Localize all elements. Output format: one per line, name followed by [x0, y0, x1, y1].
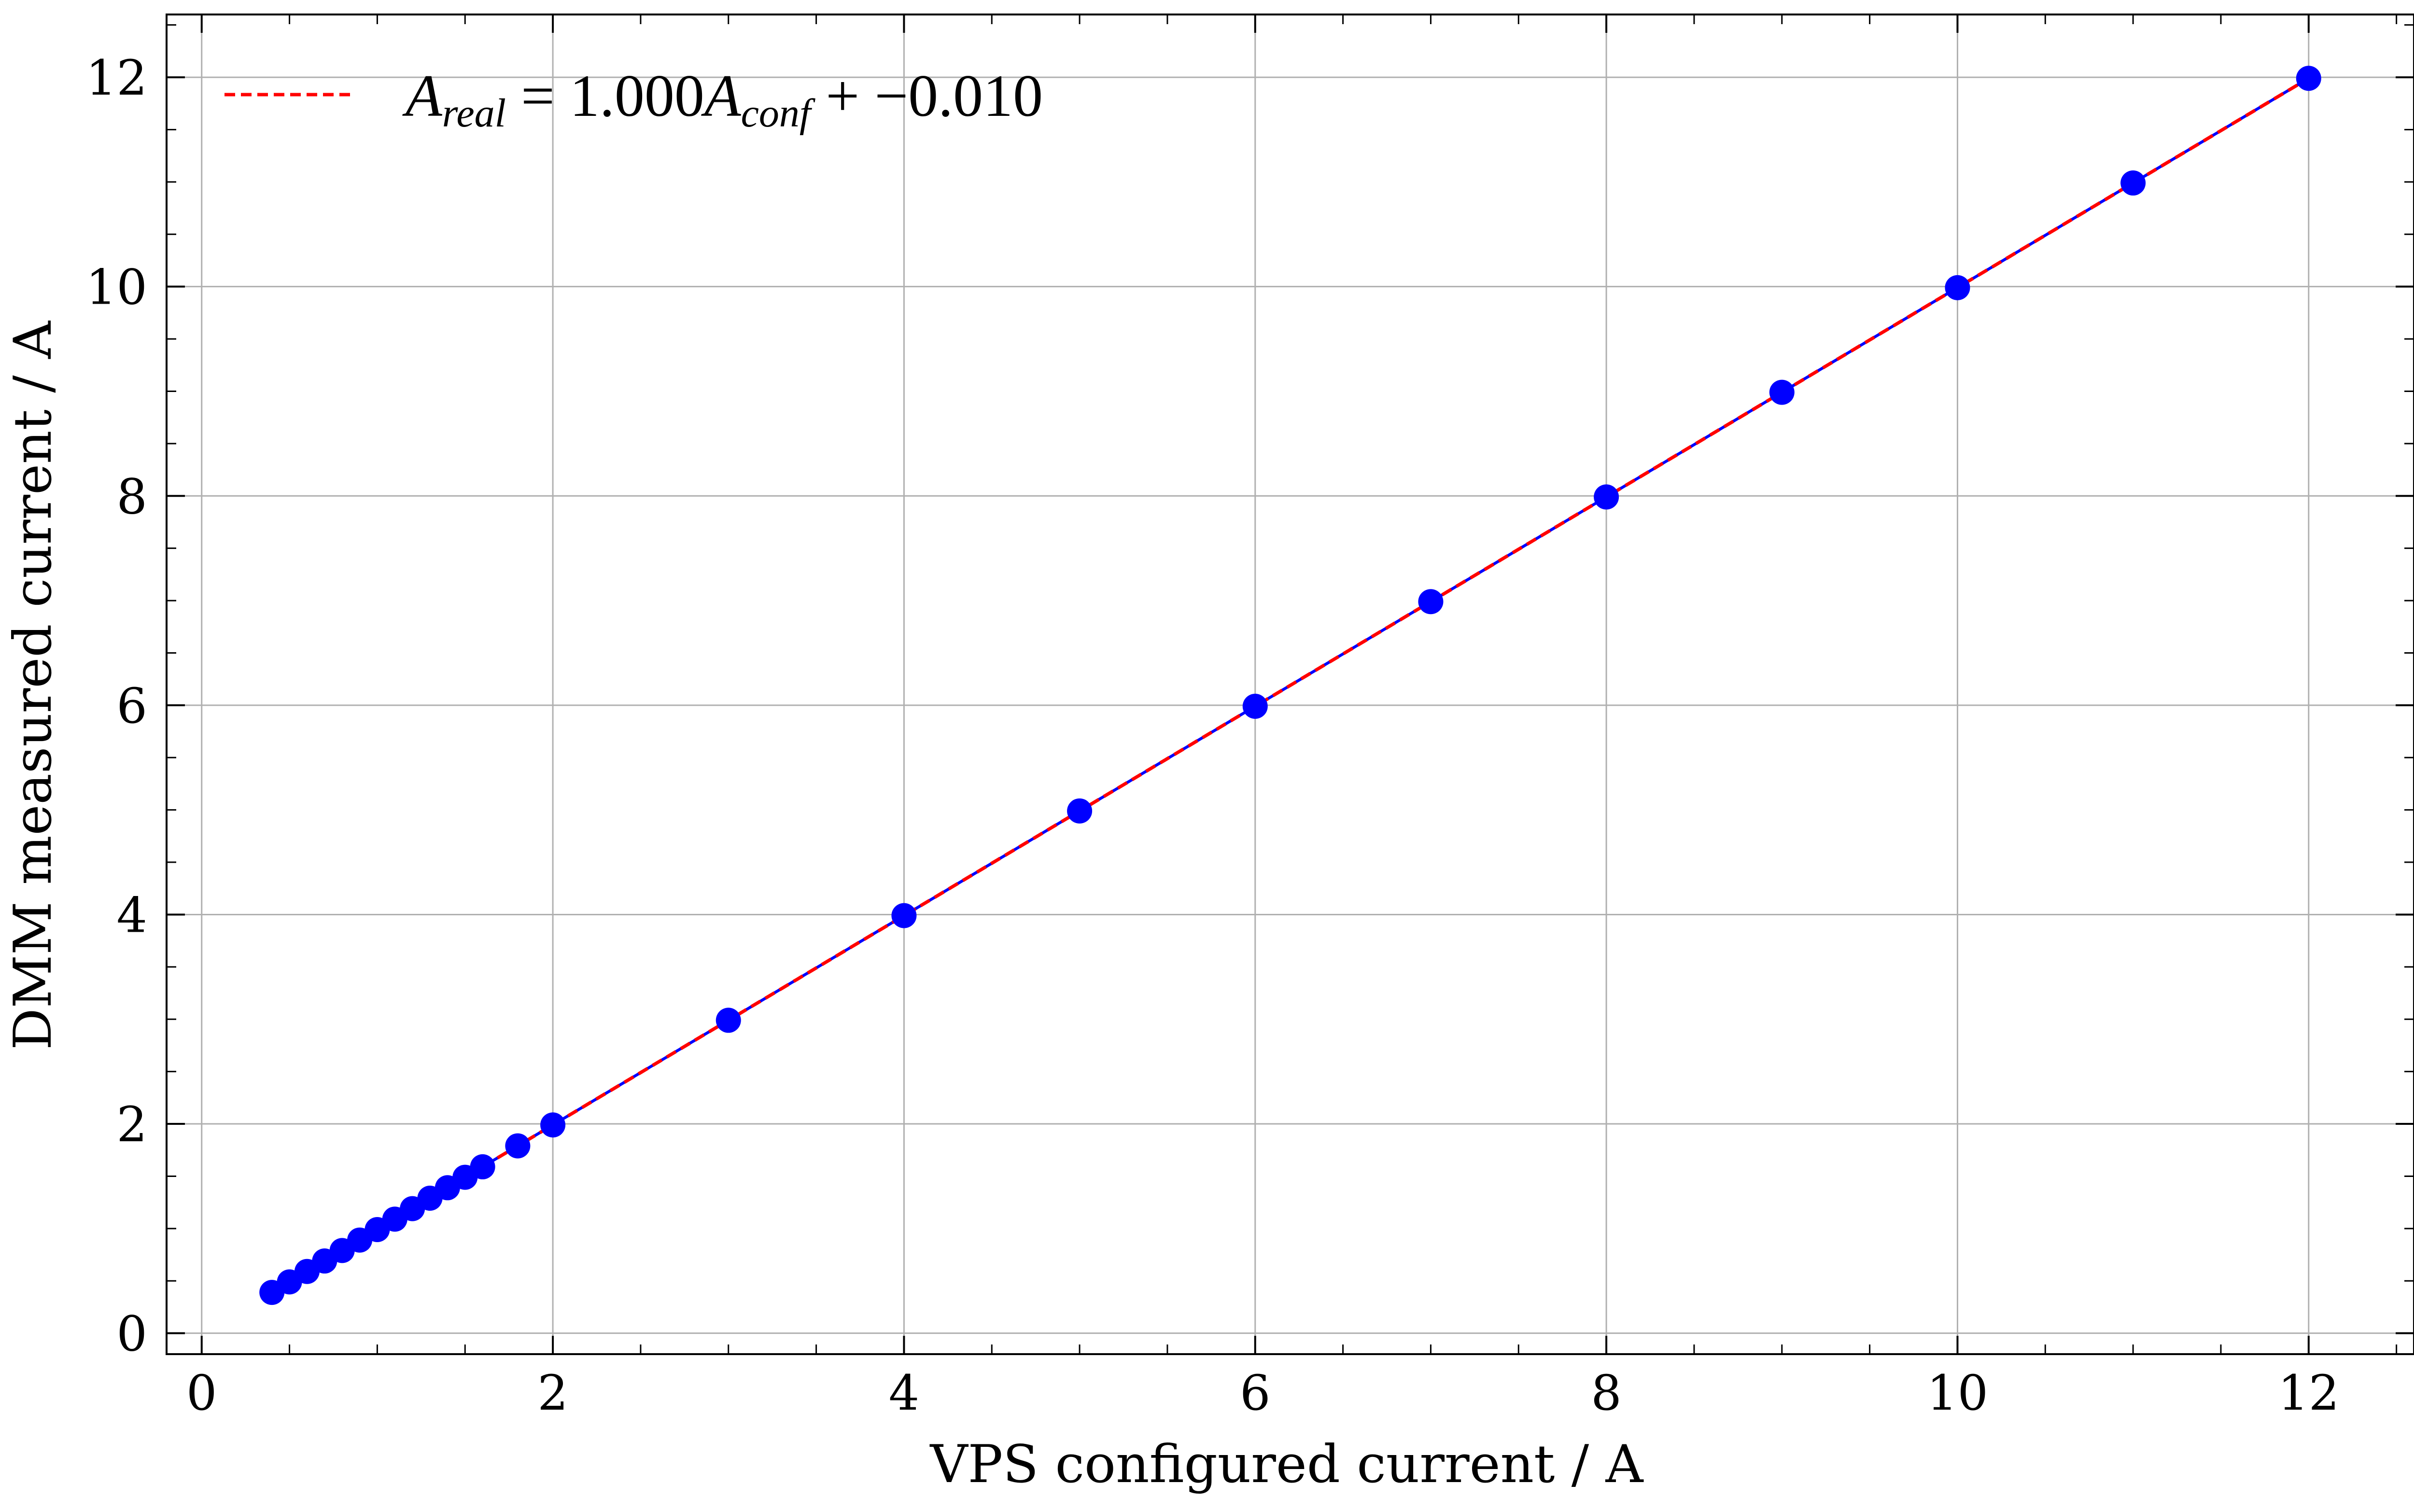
- legend-sub-conf: conf: [741, 91, 816, 136]
- data-point: [2120, 170, 2146, 196]
- data-point: [891, 903, 917, 928]
- data-point: [1769, 379, 1795, 405]
- data-points: [259, 66, 2321, 1305]
- plot-frame: [166, 14, 2414, 1355]
- y-tick-labels: 0 2 4 6 8 10 12: [86, 50, 147, 1362]
- x-axis-label: VPS configured current / A: [929, 1434, 1644, 1495]
- data-point: [2296, 66, 2321, 91]
- y-tick-label: 0: [116, 1306, 147, 1362]
- x-tick-label: 12: [2278, 1365, 2339, 1421]
- data-point: [540, 1112, 566, 1138]
- legend-symbol-a: A: [402, 63, 443, 129]
- x-tick-labels: 0 2 4 6 8 10 12: [186, 1365, 2340, 1421]
- data-point: [1594, 484, 1619, 510]
- x-tick-label: 8: [1591, 1365, 1622, 1421]
- fit-line-group: [271, 77, 2310, 1294]
- x-tick-label: 6: [1240, 1365, 1271, 1421]
- data-point: [716, 1008, 741, 1033]
- x-tick-label: 0: [186, 1365, 217, 1421]
- x-tick-label: 4: [889, 1365, 920, 1421]
- data-point: [1242, 694, 1268, 719]
- y-tick-label: 8: [116, 468, 147, 525]
- data-point: [1945, 275, 1970, 300]
- legend-symbol-a2: A: [701, 63, 742, 129]
- grid-lines: [167, 14, 2414, 1354]
- legend-label: Areal = 1.000Aconf + −0.010: [402, 63, 1043, 136]
- data-point: [470, 1154, 495, 1179]
- legend-sub-real: real: [442, 91, 506, 136]
- x-tick-label: 2: [537, 1365, 568, 1421]
- y-tick-label: 10: [86, 259, 147, 316]
- y-tick-label: 6: [116, 678, 147, 734]
- x-tick-label: 10: [1927, 1365, 1988, 1421]
- minor-ticks: [167, 14, 2414, 1354]
- legend-intercept: + −0.010: [811, 63, 1043, 129]
- major-ticks: [167, 14, 2414, 1354]
- data-point: [1418, 589, 1444, 615]
- data-point: [505, 1133, 531, 1159]
- legend: Areal = 1.000Aconf + −0.010: [225, 63, 1043, 136]
- y-tick-label: 12: [86, 50, 147, 106]
- y-tick-label: 2: [116, 1096, 147, 1153]
- data-point: [1067, 798, 1093, 824]
- legend-equals-slope: = 1.000: [506, 63, 704, 129]
- y-tick-label: 4: [116, 887, 147, 943]
- fit-line: [271, 77, 2310, 1294]
- y-axis-label: DMM measured current / A: [3, 320, 63, 1050]
